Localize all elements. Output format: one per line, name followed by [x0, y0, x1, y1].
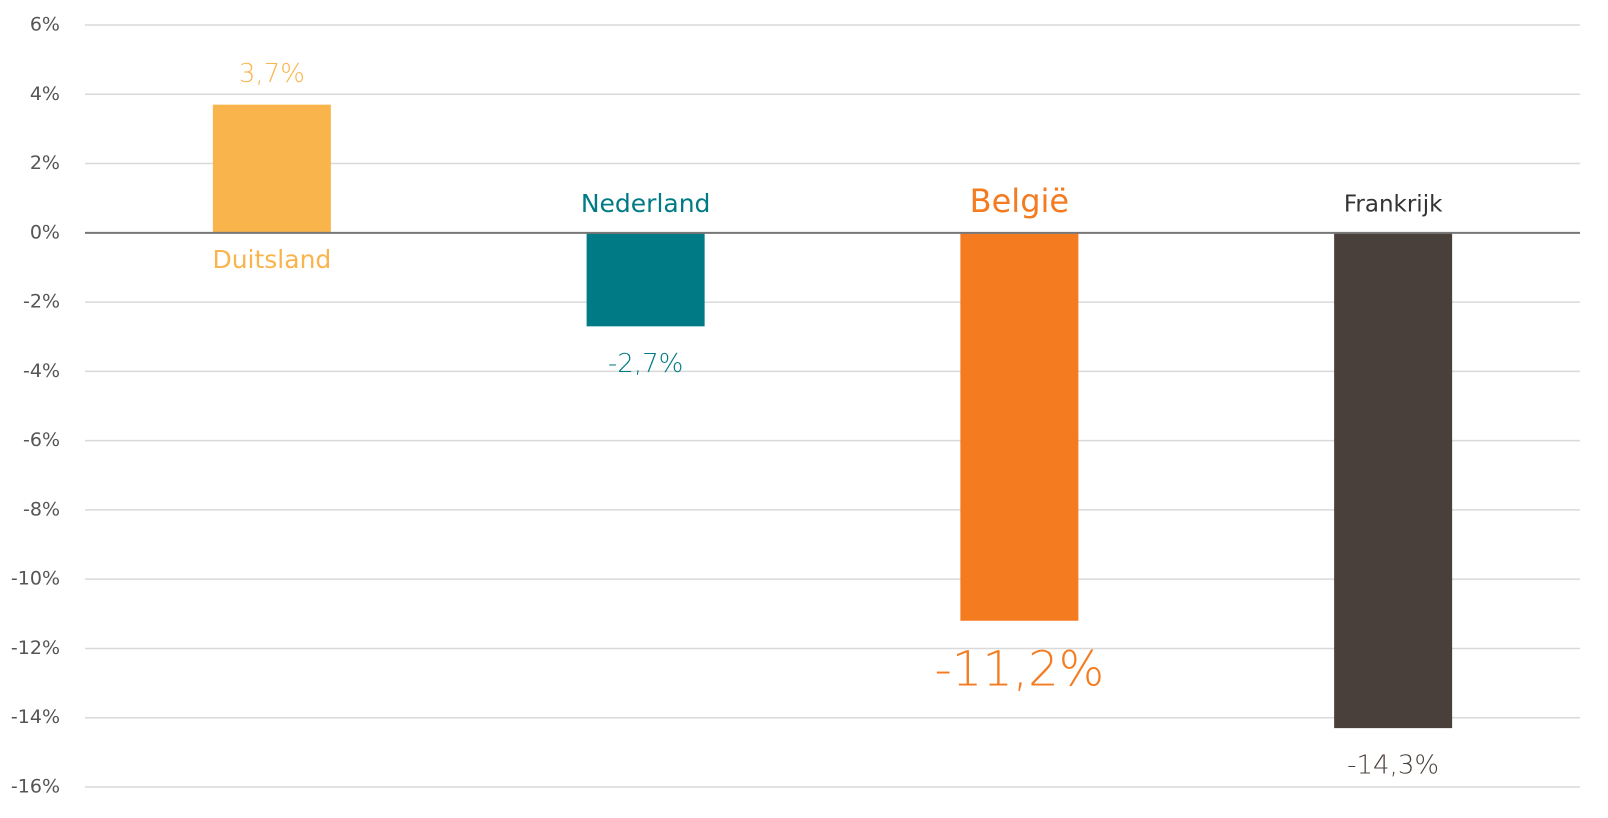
x-tick-label: Duitsland [212, 245, 331, 274]
bar [1334, 232, 1453, 729]
bar [960, 232, 1079, 621]
y-tick-label: 4% [30, 83, 60, 105]
y-tick-label: -16% [11, 776, 60, 798]
x-tick-label: Nederland [581, 189, 711, 218]
y-tick-label: -2% [23, 291, 60, 313]
bar [212, 104, 331, 233]
y-tick-label: 6% [30, 14, 60, 36]
data-label: -2,7% [608, 349, 683, 379]
y-tick-label: -6% [23, 429, 60, 451]
y-tick-label: -10% [11, 568, 60, 590]
x-tick-label: Frankrijk [1344, 191, 1443, 217]
y-tick-label: -8% [23, 498, 60, 520]
y-tick-label: -12% [11, 637, 60, 659]
y-tick-label: -14% [11, 706, 60, 728]
x-tick-label: België [970, 182, 1069, 220]
data-label: -11,2% [934, 642, 1104, 698]
data-label: -14,3% [1347, 751, 1439, 781]
y-tick-label: -4% [23, 360, 60, 382]
y-tick-label: 2% [30, 152, 60, 174]
y-tick-label: 0% [30, 221, 60, 243]
data-label: 3,7% [239, 59, 305, 89]
bar [586, 232, 705, 327]
